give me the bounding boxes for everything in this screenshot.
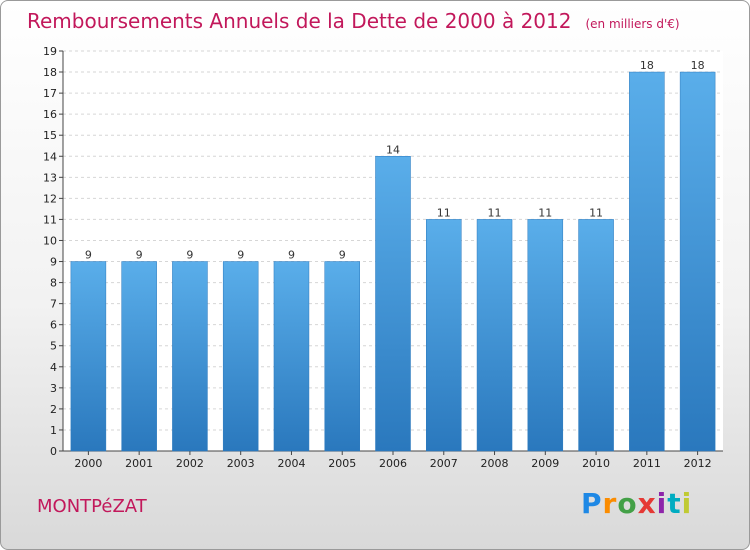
y-tick-label: 18	[43, 66, 57, 79]
y-tick-label: 2	[50, 403, 57, 416]
y-tick-label: 10	[43, 234, 57, 247]
bar-2008	[476, 219, 513, 452]
bar-2004	[273, 261, 310, 452]
x-tick-label-2009: 2009	[531, 457, 559, 470]
data-label-2009: 11	[538, 206, 552, 219]
bar-2009	[527, 219, 564, 452]
data-label-2005: 9	[339, 249, 346, 262]
y-tick-label: 3	[50, 382, 57, 395]
x-tick-label-2010: 2010	[582, 457, 610, 470]
bar-2001	[121, 261, 157, 452]
bar-2000	[70, 261, 107, 452]
x-tick-label-2007: 2007	[430, 457, 458, 470]
x-tick-label-2002: 2002	[176, 457, 204, 470]
y-tick-label: 15	[43, 129, 57, 142]
chart-subtitle: (en milliers d'€)	[585, 17, 680, 31]
logo-text: Proxiti	[581, 487, 693, 520]
y-tick-label: 13	[43, 171, 57, 184]
x-tick-label-2006: 2006	[379, 457, 407, 470]
data-label-2002: 9	[186, 249, 193, 262]
x-tick-label-2011: 2011	[633, 457, 661, 470]
x-tick-label-2005: 2005	[328, 457, 356, 470]
y-tick-label: 7	[50, 298, 57, 311]
data-label-2012: 18	[691, 59, 705, 72]
place-name: MONTPéZAT	[37, 496, 147, 517]
y-tick-label: 19	[43, 45, 57, 58]
data-label-2011: 18	[640, 59, 654, 72]
bar-2010	[578, 219, 614, 452]
x-tick-label-2004: 2004	[277, 457, 305, 470]
bar-2006	[375, 156, 411, 452]
data-label-2007: 11	[437, 206, 451, 219]
chart-title-text: Remboursements Annuels de la Dette de 20…	[27, 9, 572, 33]
bar-2002	[172, 261, 208, 452]
y-tick-label: 16	[43, 108, 57, 121]
bar-2003	[222, 261, 259, 452]
y-tick-label: 12	[43, 192, 57, 205]
y-tick-label: 11	[43, 213, 57, 226]
y-tick-label: 9	[50, 256, 57, 269]
y-tick-label: 4	[50, 361, 57, 374]
data-label-2003: 9	[237, 249, 244, 262]
data-label-2008: 11	[488, 206, 502, 219]
y-tick-label: 5	[50, 340, 57, 353]
data-label-2006: 14	[386, 143, 400, 156]
proxiti-logo[interactable]: Proxiti	[581, 487, 692, 520]
bar-2007	[426, 219, 462, 452]
bar-2011	[629, 71, 665, 452]
data-label-2010: 11	[589, 206, 603, 219]
data-label-2004: 9	[288, 249, 295, 262]
data-labels: 9 9 9 9 9 9 14 11 11 11 11 18 18	[85, 59, 705, 261]
y-tick-label: 6	[50, 319, 57, 332]
x-tick-label-2000: 2000	[74, 457, 102, 470]
bar-2012	[679, 71, 716, 452]
y-tick-label: 1	[50, 424, 57, 437]
y-tick-label: 17	[43, 87, 57, 100]
bar-2005	[324, 261, 360, 452]
y-tick-label: 0	[50, 445, 57, 458]
bars	[70, 71, 716, 452]
data-label-2000: 9	[85, 249, 92, 262]
data-label-2001: 9	[136, 249, 143, 262]
x-tick-label-2001: 2001	[125, 457, 153, 470]
x-tick-label-2012: 2012	[684, 457, 712, 470]
x-tick-label-2008: 2008	[481, 457, 509, 470]
x-tick-label-2003: 2003	[227, 457, 255, 470]
chart-title: Remboursements Annuels de la Dette de 20…	[27, 9, 680, 33]
y-tick-label: 14	[43, 150, 57, 163]
x-tick-labels: 2000 2001 2002 2003 2004 2005 2006 2007 2008 2009…	[74, 457, 711, 470]
y-tick-label: 8	[50, 277, 57, 290]
